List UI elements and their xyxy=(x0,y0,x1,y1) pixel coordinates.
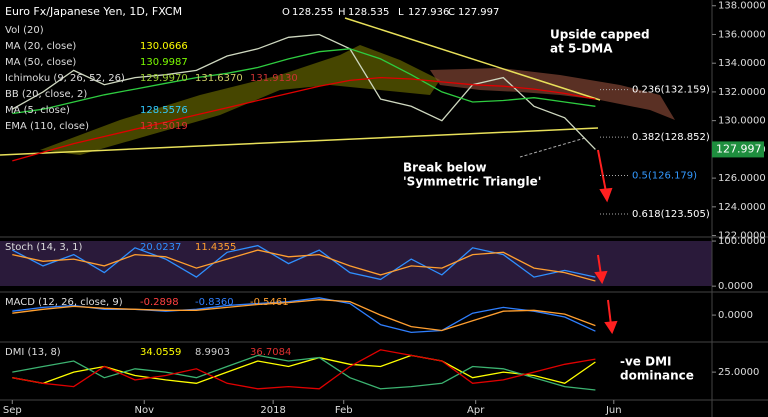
annotation: -ve DMI xyxy=(620,355,672,369)
legend-name: MA (50, close) xyxy=(5,57,76,68)
legend-value: 36.7084 xyxy=(250,347,291,358)
series-line xyxy=(12,76,596,162)
legend-value: 131.5019 xyxy=(140,121,188,132)
annotation: dominance xyxy=(620,369,694,383)
legend-name: Ichimoku (9, 26, 52, 26) xyxy=(5,73,125,84)
legend-value: 8.9903 xyxy=(195,347,230,358)
legend-name: MA (20, close) xyxy=(5,41,76,52)
stoch-band xyxy=(0,241,712,286)
series-line xyxy=(12,244,596,281)
y-tick-label: 134.0000 xyxy=(718,58,766,69)
legend-value: 131.9130 xyxy=(250,73,298,84)
trend-line xyxy=(344,17,601,101)
series-line xyxy=(12,299,596,332)
ohlc-value: 127.997 xyxy=(458,7,499,18)
legend-value: -0.5461 xyxy=(250,297,289,308)
legend-name: MACD (12, 26, close, 9) xyxy=(5,297,123,308)
legend-value: 131.6370 xyxy=(195,73,243,84)
ohlc-value: 128.255 xyxy=(292,7,333,18)
legend-value: 11.4355 xyxy=(195,242,236,253)
last-price-badge xyxy=(712,141,764,158)
ohlc-value: 128.535 xyxy=(348,7,389,18)
y-tick-label: 136.0000 xyxy=(718,29,766,40)
legend-value: 128.5576 xyxy=(140,105,188,116)
trend-line xyxy=(0,127,599,156)
y-tick-label: 138.0000 xyxy=(718,1,766,12)
y-tick-label: 122.0000 xyxy=(718,231,766,242)
x-tick-label: Nov xyxy=(134,405,154,416)
legend-name: EMA (110, close) xyxy=(5,121,89,132)
series-line xyxy=(11,33,596,150)
ohlc-label: H xyxy=(338,7,346,18)
y-tick-label: 25.0000 xyxy=(718,367,759,378)
annotation: Upside capped xyxy=(550,28,650,42)
last-price: 127.997 xyxy=(716,142,762,155)
series-line xyxy=(12,354,596,385)
legend-value: -0.2898 xyxy=(140,297,179,308)
x-tick-label: 2018 xyxy=(260,405,285,416)
fib-label: 0.5(126.179) xyxy=(632,171,697,182)
legend-name: DMI (13, 8) xyxy=(5,347,61,358)
x-tick-label: Feb xyxy=(335,405,353,416)
fib-label: 0.236(132.159) xyxy=(632,85,710,96)
legend-name: BB (20, close, 2) xyxy=(5,89,87,100)
legend-value: 130.9987 xyxy=(140,57,188,68)
series-line xyxy=(12,249,596,282)
x-tick-label: Sep xyxy=(3,405,22,416)
annotation: 'Symmetric Triangle' xyxy=(403,175,541,189)
series-line xyxy=(12,354,596,391)
legend-value: 129.9970 xyxy=(140,73,188,84)
chart-title: Euro Fx/Japanese Yen, 1D, FXCM xyxy=(5,5,182,18)
y-tick-label: 126.0000 xyxy=(718,173,766,184)
y-tick-label: 124.0000 xyxy=(718,202,766,213)
y-tick-label: 0.0000 xyxy=(718,310,753,321)
legend-value: 130.0666 xyxy=(140,41,188,52)
y-tick-label: 0.0000 xyxy=(718,281,753,292)
ohlc-label: L xyxy=(398,7,404,18)
legend-value: 20.0237 xyxy=(140,242,181,253)
legend-name: Vol (20) xyxy=(5,25,44,36)
legend-name: Stoch (14, 3, 1) xyxy=(5,242,82,253)
annotation: Break below xyxy=(403,161,487,175)
ohlc-label: C xyxy=(448,7,455,18)
ohlc-label: O xyxy=(282,7,290,18)
x-tick-label: Jun xyxy=(605,405,622,416)
series-line xyxy=(12,297,596,334)
fib-label: 0.382(128.852) xyxy=(632,132,710,143)
arrow xyxy=(519,137,586,158)
annotation: at 5-DMA xyxy=(550,42,613,56)
legend-value: -0.8360 xyxy=(195,297,234,308)
y-tick-label: 130.0000 xyxy=(718,116,766,127)
legend-name: MA (5, close) xyxy=(5,105,70,116)
series-line xyxy=(12,48,596,115)
x-tick-label: Apr xyxy=(467,405,485,416)
red-arrows xyxy=(594,149,618,335)
legend-value: 34.0559 xyxy=(140,347,181,358)
ohlc-value: 127.936 xyxy=(408,7,449,18)
y-tick-label: 132.0000 xyxy=(718,87,766,98)
y-tick-label: 100.0000 xyxy=(718,236,766,247)
series-line xyxy=(12,349,596,390)
fib-label: 0.618(123.505) xyxy=(632,209,710,220)
